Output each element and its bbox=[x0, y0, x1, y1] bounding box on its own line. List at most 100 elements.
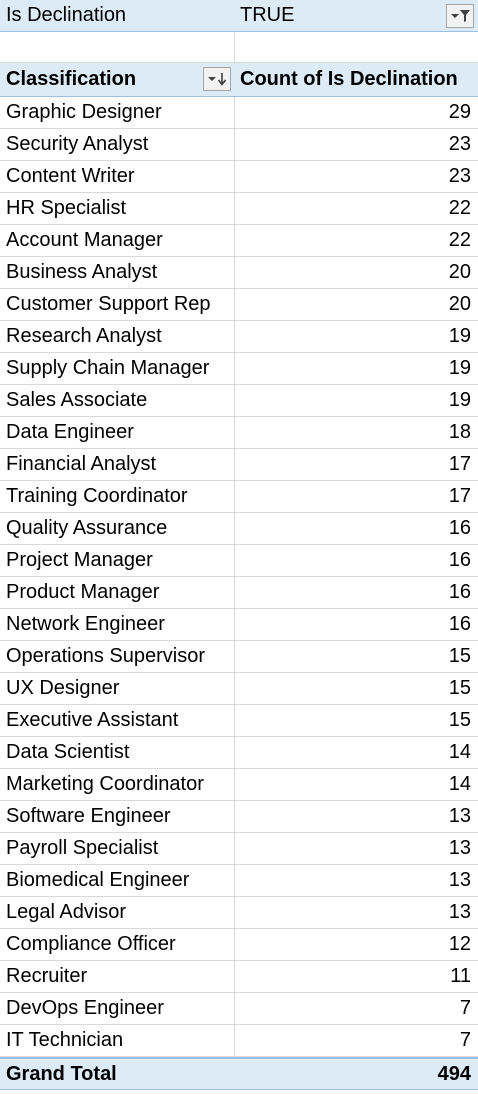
table-row: Operations Supervisor 15 bbox=[0, 641, 478, 673]
table-row: Account Manager 22 bbox=[0, 225, 478, 257]
count-cell[interactable]: 7 bbox=[459, 1029, 471, 1051]
table-row: Recruiter 11 bbox=[0, 961, 478, 993]
table-row: Security Analyst 23 bbox=[0, 129, 478, 161]
table-row: Quality Assurance 16 bbox=[0, 513, 478, 545]
classification-cell[interactable]: Legal Advisor bbox=[0, 897, 235, 928]
table-row: Data Engineer 18 bbox=[0, 417, 478, 449]
table-row: Payroll Specialist 13 bbox=[0, 833, 478, 865]
count-cell[interactable]: 15 bbox=[448, 645, 471, 667]
classification-cell[interactable]: UX Designer bbox=[0, 673, 235, 704]
classification-cell[interactable]: Software Engineer bbox=[0, 801, 235, 832]
filter-field-label[interactable]: Is Declination bbox=[6, 4, 127, 26]
grand-total-label[interactable]: Grand Total bbox=[6, 1062, 117, 1085]
count-cell[interactable]: 17 bbox=[448, 485, 471, 507]
classification-cell[interactable]: Operations Supervisor bbox=[0, 641, 235, 672]
table-row: Marketing Coordinator 14 bbox=[0, 769, 478, 801]
classification-cell[interactable]: Training Coordinator bbox=[0, 481, 235, 512]
table-row: Sales Associate 19 bbox=[0, 385, 478, 417]
table-row: Business Analyst 20 bbox=[0, 257, 478, 289]
classification-cell[interactable]: Network Engineer bbox=[0, 609, 235, 640]
classification-cell[interactable]: IT Technician bbox=[0, 1025, 235, 1056]
classification-cell[interactable]: Account Manager bbox=[0, 225, 235, 256]
classification-cell[interactable]: Recruiter bbox=[0, 961, 235, 992]
count-cell[interactable]: 15 bbox=[448, 677, 471, 699]
classification-cell[interactable]: Customer Support Rep bbox=[0, 289, 235, 320]
count-cell[interactable]: 19 bbox=[448, 325, 471, 347]
table-row: HR Specialist 22 bbox=[0, 193, 478, 225]
count-cell[interactable]: 12 bbox=[448, 933, 471, 955]
table-row: Financial Analyst 17 bbox=[0, 449, 478, 481]
classification-cell[interactable]: Product Manager bbox=[0, 577, 235, 608]
classification-cell[interactable]: Graphic Designer bbox=[0, 97, 235, 128]
count-cell[interactable]: 23 bbox=[448, 165, 471, 187]
table-row: DevOps Engineer 7 bbox=[0, 993, 478, 1025]
table-row: Data Scientist 14 bbox=[0, 737, 478, 769]
classification-cell[interactable]: Supply Chain Manager bbox=[0, 353, 235, 384]
count-cell[interactable]: 14 bbox=[448, 773, 471, 795]
pivot-header-row: Classification Count of Is Declination bbox=[0, 63, 478, 97]
blank-cell[interactable] bbox=[235, 32, 478, 62]
blank-cell[interactable] bbox=[0, 32, 235, 62]
filter-dropdown-button[interactable] bbox=[446, 4, 474, 28]
table-row: Research Analyst 19 bbox=[0, 321, 478, 353]
classification-cell[interactable]: Executive Assistant bbox=[0, 705, 235, 736]
classification-cell[interactable]: Compliance Officer bbox=[0, 929, 235, 960]
count-cell[interactable]: 16 bbox=[448, 613, 471, 635]
count-cell[interactable]: 19 bbox=[448, 389, 471, 411]
filter-value: TRUE bbox=[240, 4, 295, 26]
report-filter-row: Is Declination TRUE bbox=[0, 0, 478, 32]
table-row: Legal Advisor 13 bbox=[0, 897, 478, 929]
classification-cell[interactable]: HR Specialist bbox=[0, 193, 235, 224]
table-row: UX Designer 15 bbox=[0, 673, 478, 705]
table-row: Network Engineer 16 bbox=[0, 609, 478, 641]
count-cell[interactable]: 22 bbox=[448, 197, 471, 219]
classification-cell[interactable]: Research Analyst bbox=[0, 321, 235, 352]
table-row: Executive Assistant 15 bbox=[0, 705, 478, 737]
count-cell[interactable]: 13 bbox=[448, 805, 471, 827]
count-cell[interactable]: 13 bbox=[448, 837, 471, 859]
table-row: Training Coordinator 17 bbox=[0, 481, 478, 513]
count-cell[interactable]: 29 bbox=[448, 101, 471, 123]
count-cell[interactable]: 17 bbox=[448, 453, 471, 475]
classification-cell[interactable]: Content Writer bbox=[0, 161, 235, 192]
classification-cell[interactable]: Quality Assurance bbox=[0, 513, 235, 544]
classification-cell[interactable]: Payroll Specialist bbox=[0, 833, 235, 864]
classification-cell[interactable]: Data Engineer bbox=[0, 417, 235, 448]
classification-cell[interactable]: DevOps Engineer bbox=[0, 993, 235, 1024]
count-cell[interactable]: 18 bbox=[448, 421, 471, 443]
sort-dropdown-button[interactable] bbox=[203, 67, 231, 91]
table-row: IT Technician 7 bbox=[0, 1025, 478, 1057]
count-cell[interactable]: 23 bbox=[448, 133, 471, 155]
count-cell[interactable]: 7 bbox=[459, 997, 471, 1019]
table-row: Supply Chain Manager 19 bbox=[0, 353, 478, 385]
count-cell[interactable]: 14 bbox=[448, 741, 471, 763]
classification-cell[interactable]: Business Analyst bbox=[0, 257, 235, 288]
count-cell[interactable]: 16 bbox=[448, 517, 471, 539]
count-cell[interactable]: 11 bbox=[450, 965, 471, 987]
classification-cell[interactable]: Security Analyst bbox=[0, 129, 235, 160]
table-row: Content Writer 23 bbox=[0, 161, 478, 193]
count-header[interactable]: Count of Is Declination bbox=[240, 68, 458, 90]
count-cell[interactable]: 20 bbox=[448, 293, 471, 315]
classification-cell[interactable]: Biomedical Engineer bbox=[0, 865, 235, 896]
classification-cell[interactable]: Sales Associate bbox=[0, 385, 235, 416]
count-cell[interactable]: 20 bbox=[448, 261, 471, 283]
count-cell[interactable]: 16 bbox=[448, 549, 471, 571]
blank-row bbox=[0, 32, 478, 63]
row-labels-header[interactable]: Classification bbox=[0, 63, 235, 96]
table-row: Software Engineer 13 bbox=[0, 801, 478, 833]
count-cell[interactable]: 16 bbox=[448, 581, 471, 603]
classification-cell[interactable]: Financial Analyst bbox=[0, 449, 235, 480]
count-cell[interactable]: 19 bbox=[448, 357, 471, 379]
sort-dropdown-icon bbox=[208, 73, 227, 86]
classification-cell[interactable]: Marketing Coordinator bbox=[0, 769, 235, 800]
count-cell[interactable]: 13 bbox=[448, 869, 471, 891]
filter-value-cell[interactable]: TRUE bbox=[235, 0, 478, 31]
classification-cell[interactable]: Project Manager bbox=[0, 545, 235, 576]
pivot-body: Graphic Designer 29 Security Analyst 23 Cont… bbox=[0, 97, 478, 1057]
grand-total-value[interactable]: 494 bbox=[437, 1062, 471, 1085]
count-cell[interactable]: 15 bbox=[448, 709, 471, 731]
count-cell[interactable]: 13 bbox=[448, 901, 471, 923]
classification-cell[interactable]: Data Scientist bbox=[0, 737, 235, 768]
count-cell[interactable]: 22 bbox=[448, 229, 471, 251]
